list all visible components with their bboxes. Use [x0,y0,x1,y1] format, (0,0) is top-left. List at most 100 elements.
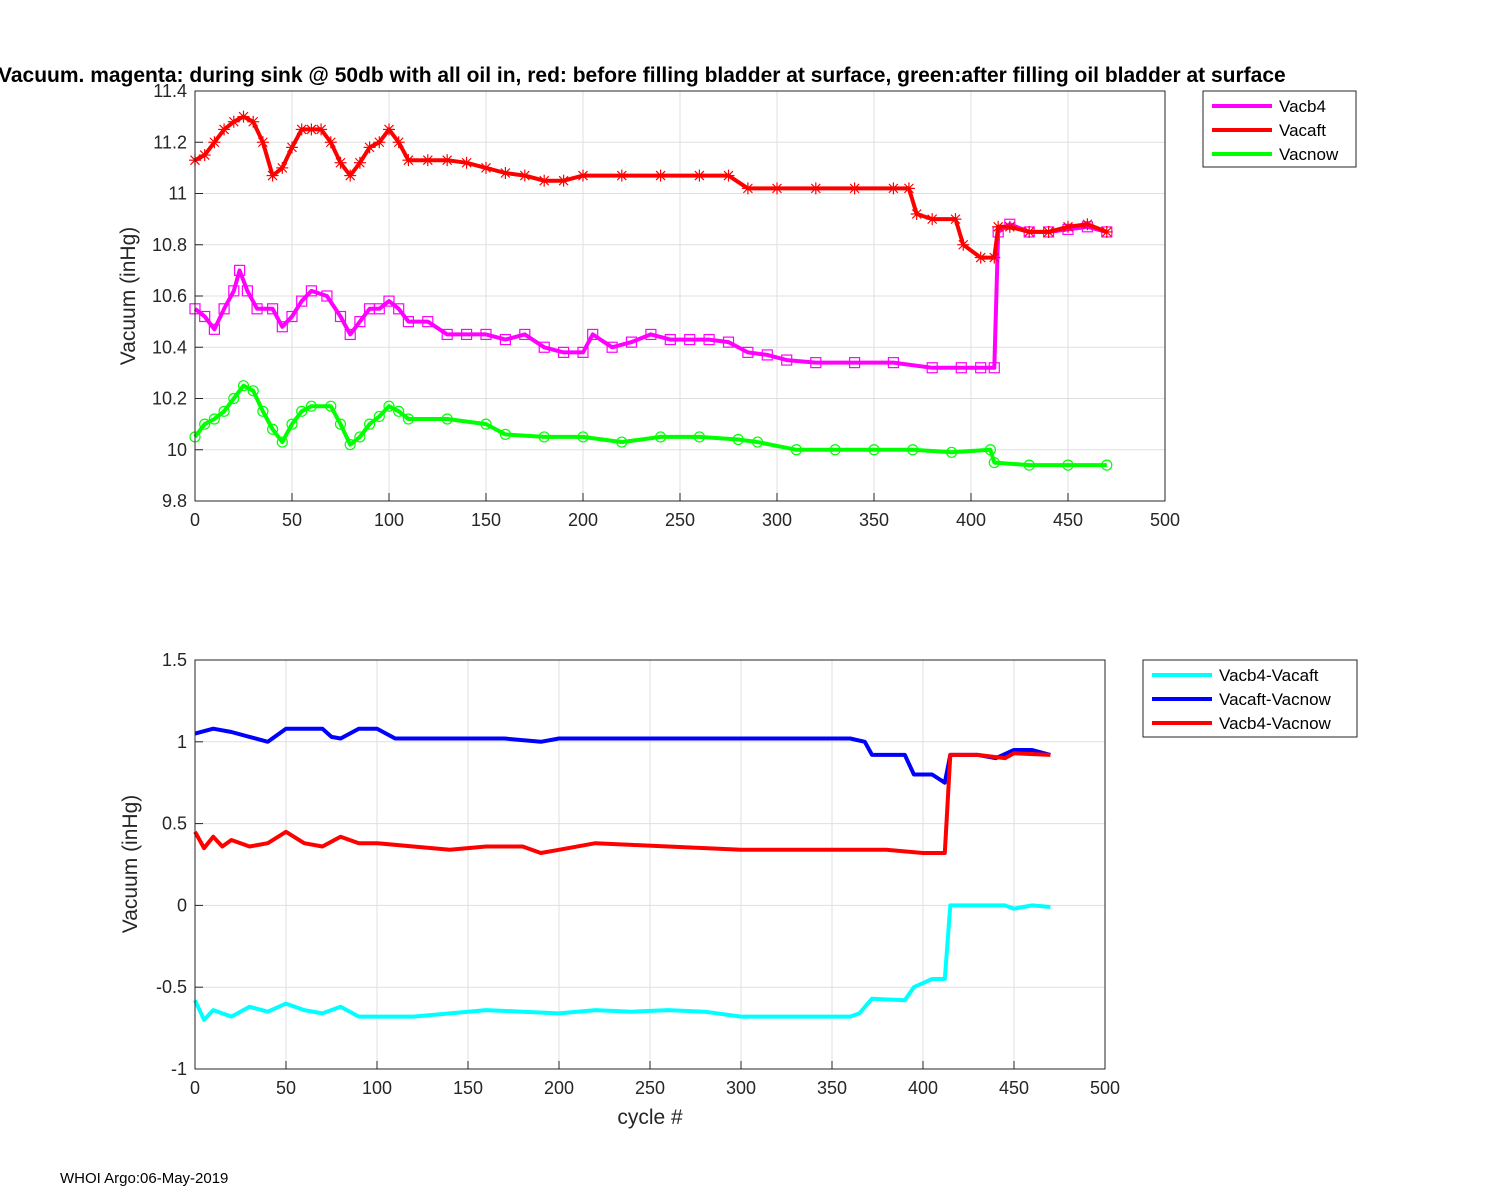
marker-vacaft [402,154,415,167]
marker-vacaft [577,169,589,182]
marker-vacnow [199,418,211,430]
marker-vacaft [218,123,231,136]
marker-vacb4 [988,362,1000,374]
y-tick-label: 11 [168,184,187,204]
marker-vacnow [988,456,1000,469]
y-tick-label: 10.8 [152,235,187,255]
x-tick-label: 200 [544,1078,574,1098]
marker-vacaft [957,238,970,251]
marker-vacaft [693,169,706,182]
marker-vacb4 [519,328,531,341]
marker-vacaft [315,123,328,136]
marker-vacaft [247,115,260,128]
x-tick-label: 50 [276,1078,296,1098]
top-axes: 0 50 100 150 200 250 300 350 400 450 500 9.8 10 10.2 1… [117,81,1180,530]
footer-text: WHOI Argo:06-May-2019 [60,1170,228,1187]
x-tick-label: 250 [635,1078,665,1098]
marker-vacnow [945,446,958,458]
marker-vacb4 [305,285,317,297]
legend-label-vacaft-vacnow: Vacaft-Vacnow [1219,690,1332,709]
y-tick-label: 1.5 [162,650,187,670]
marker-vacnow [354,431,366,443]
x-tick-label: 200 [568,510,598,530]
top-series-group [189,110,1113,471]
marker-vacaft [198,149,211,162]
marker-vacnow [480,418,492,430]
marker-vacb4 [606,341,618,353]
series-line-vacnow [193,383,1107,468]
marker-vacnow [393,405,405,417]
x-tick-label: 100 [374,510,404,530]
marker-vacaft [373,136,386,149]
marker-vacb4 [393,303,405,315]
marker-vacnow [296,405,308,417]
marker-vacaft [741,182,754,195]
y-tick-label: 1 [177,732,187,752]
marker-vacnow [218,405,230,417]
marker-vacb4 [645,328,657,341]
marker-vacaft [1100,225,1113,238]
x-tick-label: 350 [817,1078,847,1098]
marker-vacaft [1062,220,1074,233]
marker-vacaft [383,123,395,136]
marker-vacb4 [208,323,220,335]
marker-vacaft [902,182,915,195]
marker-vacaft [276,161,289,174]
marker-vacnow [247,385,259,397]
marker-vacaft [518,169,531,182]
y-tick-label: 9.8 [162,491,187,511]
top-y-axis-label: Vacuum (inHg) [117,227,140,366]
y-tick-label: 10 [167,440,187,460]
marker-vacb4 [742,346,754,358]
x-tick-label: 50 [282,510,302,530]
bottom-tick-labels: 0 50 100 150 200 250 300 350 400 450 500 -1 -0.5 0 0.5… [156,650,1120,1098]
marker-vacnow [267,423,279,435]
marker-vacaft [654,169,667,182]
marker-vacaft [324,136,337,149]
x-tick-label: 400 [908,1078,938,1098]
marker-vacnow [402,413,414,425]
marker-vacaft [421,154,434,167]
top-tick-labels: 0 50 100 150 200 250 300 350 400 450 500 9.8 10 10.2 1… [152,81,1180,530]
y-tick-label: 10.2 [152,389,187,409]
marker-vacb4 [848,357,861,369]
marker-vacb4 [334,310,347,323]
x-tick-label: 150 [471,510,501,530]
marker-vacnow [577,431,589,443]
marker-vacaft [974,251,987,264]
marker-vacb4 [354,316,366,328]
marker-vacnow [1101,459,1113,471]
marker-vacb4 [251,303,263,315]
bottom-axes: 0 50 100 150 200 250 300 350 400 450 500 -1 -0.5 0 0.5… [119,650,1120,1129]
bottom-series-group [193,726,1051,1022]
marker-vacnow [751,436,764,448]
marker-vacaft [988,251,1001,264]
marker-vacnow [344,439,356,451]
y-tick-label: 11.4 [153,81,187,101]
marker-vacb4 [228,285,240,297]
marker-vacb4 [499,333,511,346]
bottom-legend: Vacb4-Vacaft Vacaft-Vacnow Vacb4-Vacnow [1142,659,1358,738]
marker-vacb4 [684,333,696,346]
x-tick-label: 0 [190,1078,200,1098]
marker-vacaft [286,141,298,154]
marker-vacaft [887,182,900,195]
x-tick-label: 450 [1053,510,1083,530]
marker-vacb4 [703,333,715,346]
marker-vacaft [910,208,923,220]
marker-vacaft [809,182,822,195]
marker-vacb4 [577,346,589,358]
marker-vacnow [364,418,376,430]
y-tick-label: 0 [177,895,187,915]
marker-vacnow [208,413,220,425]
marker-vacnow [228,392,240,405]
marker-vacb4 [402,316,414,328]
marker-vacaft [557,174,570,187]
marker-vacb4 [344,328,356,341]
marker-vacnow [383,400,395,412]
marker-vacaft [722,169,735,182]
marker-vacnow [237,380,250,392]
marker-vacnow [499,428,511,440]
y-tick-label: 11.2 [153,132,187,152]
x-tick-label: 500 [1150,510,1180,530]
